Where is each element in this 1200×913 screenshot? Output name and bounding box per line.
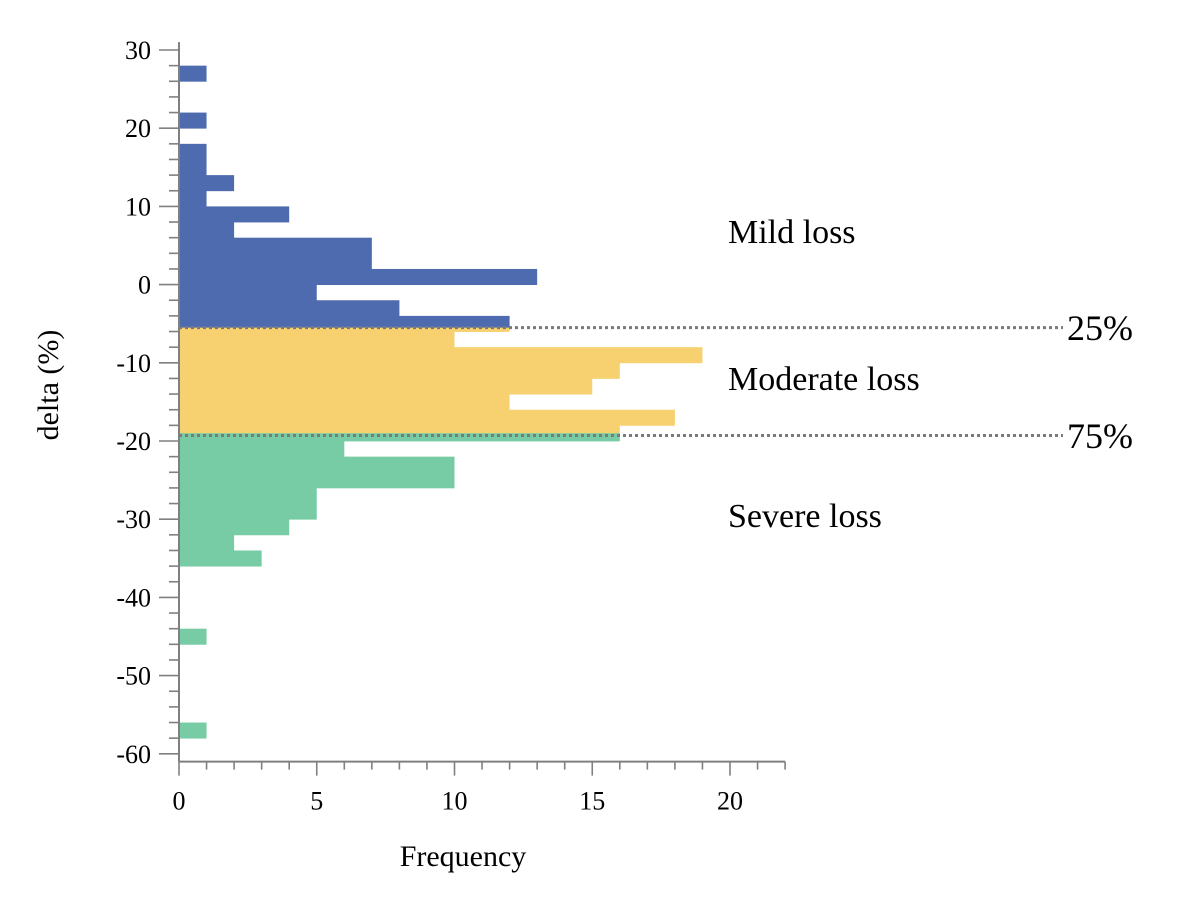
bar-mild-3 <box>179 159 207 176</box>
y-tick-label--30: -30 <box>116 505 151 534</box>
bar-mild-6 <box>179 206 290 223</box>
y-tick-label-0: 0 <box>138 271 151 300</box>
bar-mild-2 <box>179 143 207 160</box>
bar-mild-9 <box>179 253 372 270</box>
bar-moderate-17 <box>179 362 620 379</box>
moderate-loss-label: Moderate loss <box>728 361 920 398</box>
x-tick-label-10: 10 <box>442 787 468 816</box>
y-tick-label--10: -10 <box>116 349 151 378</box>
bar-severe-28 <box>179 519 290 536</box>
severe-loss-label: Severe loss <box>728 498 882 535</box>
bar-moderate-16 <box>179 347 703 364</box>
bar-mild-4 <box>179 175 235 192</box>
bar-severe-31 <box>179 628 207 645</box>
y-tick-label--60: -60 <box>116 740 151 769</box>
x-tick-label-0: 0 <box>173 787 186 816</box>
bar-severe-24 <box>179 456 455 473</box>
axes-group: 30 20 10 0 -10 -20 -30 -40 -50 -60 0 5 10 15 20 <box>116 36 786 816</box>
y-tick-label-10: 10 <box>125 192 151 221</box>
bar-mild-7 <box>179 222 235 239</box>
bar-severe-23 <box>179 441 345 458</box>
x-axis-title: Frequency <box>400 840 527 873</box>
bar-mild-10 <box>179 268 538 285</box>
y-tick-label--20: -20 <box>116 427 151 456</box>
bar-moderate-14 <box>179 327 510 332</box>
bar-mild-5 <box>179 190 207 207</box>
bar-severe-30 <box>179 550 262 567</box>
quantile-25-label: 25% <box>1067 308 1133 348</box>
bar-moderate-18 <box>179 378 593 395</box>
bar-severe-22 <box>179 433 620 442</box>
bar-moderate-21 <box>179 425 620 434</box>
bar-severe-29 <box>179 534 235 551</box>
x-tick-label-15: 15 <box>579 787 605 816</box>
labels-group: Frequency delta (%) Mild loss Moderate l… <box>32 214 1133 873</box>
bar-moderate-19 <box>179 394 510 411</box>
mild-loss-label: Mild loss <box>728 214 856 251</box>
bar-mild-11 <box>179 284 317 301</box>
bar-severe-32 <box>179 722 207 739</box>
y-tick-label-30: 30 <box>125 36 151 65</box>
y-tick-label--40: -40 <box>116 583 151 612</box>
bars-group <box>179 65 703 739</box>
bar-severe-27 <box>179 503 317 520</box>
bar-mild-13 <box>179 315 510 329</box>
x-tick-label-20: 20 <box>717 787 743 816</box>
y-tick-label--50: -50 <box>116 662 151 691</box>
bar-severe-25 <box>179 472 455 489</box>
bar-severe-26 <box>179 487 317 504</box>
y-tick-label-20: 20 <box>125 114 151 143</box>
bar-mild-0 <box>179 65 207 82</box>
bar-moderate-15 <box>179 331 455 348</box>
bar-mild-12 <box>179 300 400 317</box>
quantile-75-label: 75% <box>1067 416 1133 456</box>
x-tick-label-5: 5 <box>310 787 323 816</box>
y-axis-title: delta (%) <box>32 330 65 441</box>
bar-mild-8 <box>179 237 372 254</box>
bar-moderate-20 <box>179 409 675 426</box>
bar-mild-1 <box>179 112 207 129</box>
